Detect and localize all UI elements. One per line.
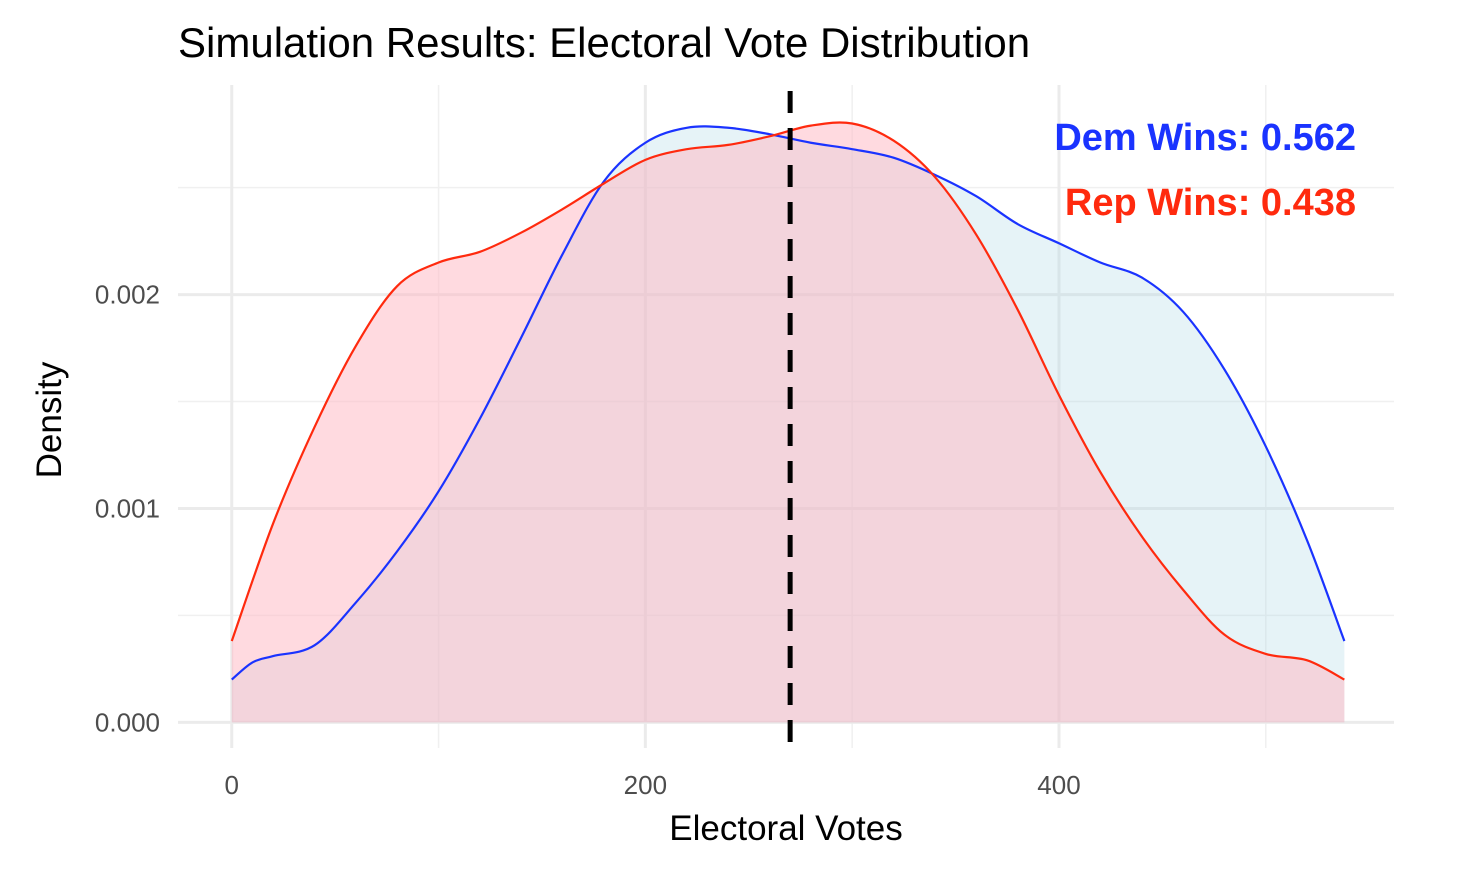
density-lines [230,121,1346,681]
dem-density-line [231,125,1346,681]
y-axis-title: Density [30,361,69,478]
y-tick-label: 0.002 [95,280,160,310]
dem-wins-annotation: Dem Wins: 0.562 [1054,117,1356,159]
chart-title: Simulation Results: Electoral Vote Distr… [178,19,1030,66]
x-tick-label: 200 [624,770,667,800]
x-tick-label: 400 [1037,770,1080,800]
tick-labels: 0 200 400 0.000 0.001 0.002 [95,280,1081,800]
rep-density-area [231,122,1345,723]
rep-density-line [230,121,1345,681]
x-axis-title: Electoral Votes [669,809,902,848]
y-tick-label: 0.000 [95,707,160,737]
y-tick-label: 0.001 [95,493,160,523]
rep-wins-annotation: Rep Wins: 0.438 [1065,182,1356,224]
x-tick-label: 0 [225,770,239,800]
